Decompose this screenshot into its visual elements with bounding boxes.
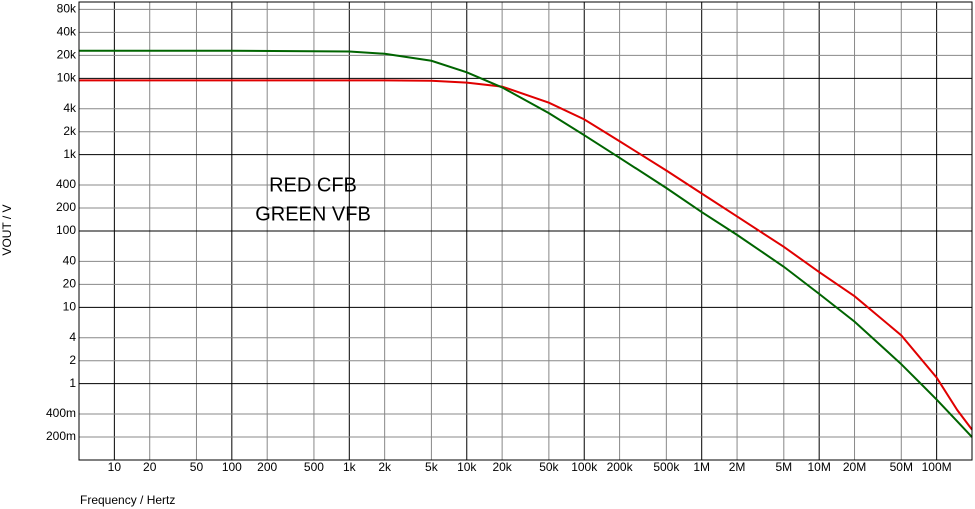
annotation: RED CFB <box>269 174 357 196</box>
annotation: GREEN VFB <box>255 203 371 225</box>
x-tick-label: 50M <box>890 460 913 474</box>
y-tick-label: 40k <box>57 25 77 39</box>
x-tick-label: 5k <box>425 460 439 474</box>
series-line <box>79 79 973 431</box>
x-tick-label: 2k <box>378 460 392 474</box>
x-tick-label: 1M <box>693 460 710 474</box>
x-tick-label: 200k <box>607 460 634 474</box>
x-tick-label: 20M <box>843 460 866 474</box>
x-tick-label: 5M <box>775 460 792 474</box>
x-tick-label: 100M <box>922 460 952 474</box>
x-tick-label: 10k <box>457 460 477 474</box>
y-tick-label: 1 <box>69 376 76 390</box>
y-tick-label: 80k <box>57 2 77 16</box>
y-tick-label: 200 <box>56 200 76 214</box>
x-tick-label: 500k <box>653 460 680 474</box>
x-tick-label: 10 <box>108 460 122 474</box>
y-tick-label: 4k <box>63 101 77 115</box>
x-axis-label: Frequency / Hertz <box>80 493 175 507</box>
x-tick-label: 20 <box>143 460 157 474</box>
y-tick-label: 2k <box>63 124 77 138</box>
x-tick-label: 50 <box>190 460 204 474</box>
x-tick-label: 1k <box>343 460 357 474</box>
y-tick-label: 400 <box>56 177 76 191</box>
series-line <box>79 49 973 438</box>
y-tick-label: 2 <box>69 353 76 367</box>
x-tick-label: 200 <box>257 460 277 474</box>
x-tick-label: 20k <box>492 460 512 474</box>
plot-border <box>78 1 973 461</box>
x-tick-label: 2M <box>729 460 746 474</box>
y-tick-label: 400m <box>46 406 76 420</box>
lines <box>79 49 973 438</box>
y-tick-label: 10 <box>63 300 77 314</box>
grid <box>79 2 972 460</box>
y-tick-label: 200m <box>46 429 76 443</box>
y-tick-label: 20k <box>57 48 77 62</box>
x-tick-label: 100 <box>222 460 242 474</box>
y-axis-label: VOUT / V <box>0 204 14 255</box>
x-tick-label: 50k <box>539 460 559 474</box>
y-tick-label: 40 <box>63 254 77 268</box>
x-tick-label: 10M <box>807 460 830 474</box>
x-tick-label: 100k <box>571 460 598 474</box>
y-tick-label: 20 <box>63 277 77 291</box>
y-tick-label: 100 <box>56 223 76 237</box>
x-tick-label: 500 <box>304 460 324 474</box>
y-tick-label: 10k <box>57 71 77 85</box>
y-tick-label: 4 <box>69 330 76 344</box>
y-tick-label: 1k <box>63 147 77 161</box>
